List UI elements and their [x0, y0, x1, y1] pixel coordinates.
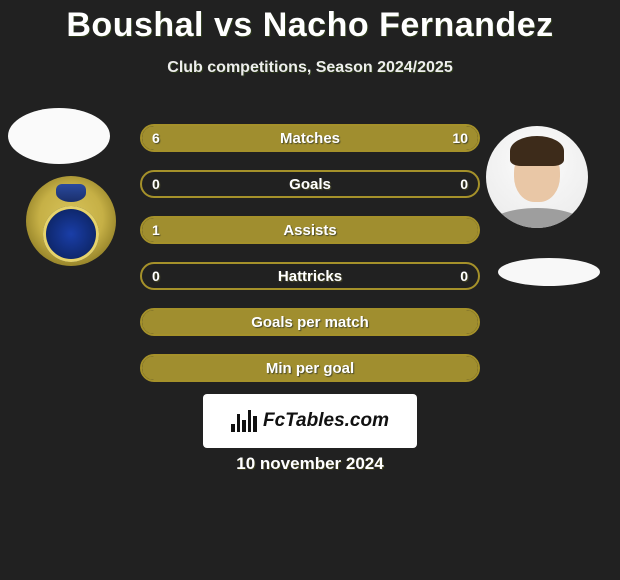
- stat-row-min-per-goal: Min per goal: [140, 354, 480, 382]
- page-title: Boushal vs Nacho Fernandez: [0, 0, 620, 45]
- player-right-club-badge: [498, 258, 600, 286]
- stat-row-goals: 0 Goals 0: [140, 170, 480, 198]
- stat-fill-left: [142, 126, 268, 150]
- stat-value-left: 1: [152, 222, 160, 238]
- stat-row-matches: 6 Matches 10: [140, 124, 480, 152]
- stat-row-hattricks: 0 Hattricks 0: [140, 262, 480, 290]
- stats-bars: 6 Matches 10 0 Goals 0 1 Assists 0 Hattricks 0 Goal…: [140, 124, 480, 382]
- player-right-avatar: [486, 126, 588, 228]
- stat-value-left: 6: [152, 130, 160, 146]
- source-badge: FcTables.com: [203, 394, 417, 448]
- stat-value-left: 0: [152, 176, 160, 192]
- stat-row-goals-per-match: Goals per match: [140, 308, 480, 336]
- stat-value-left: 0: [152, 268, 160, 284]
- stat-label: Goals per match: [251, 314, 369, 331]
- stat-row-assists: 1 Assists: [140, 216, 480, 244]
- fctables-icon: [231, 410, 257, 432]
- stat-label: Min per goal: [266, 360, 354, 377]
- stat-label: Goals: [289, 176, 331, 193]
- player-left-club-badge: [26, 176, 116, 266]
- stat-label: Hattricks: [278, 268, 342, 285]
- stat-value-right: 10: [452, 130, 468, 146]
- stat-label: Matches: [280, 130, 340, 147]
- stat-value-right: 0: [460, 176, 468, 192]
- date-text: 10 november 2024: [0, 454, 620, 474]
- subtitle: Club competitions, Season 2024/2025: [0, 59, 620, 77]
- stat-label: Assists: [283, 222, 336, 239]
- player-left-avatar: [8, 108, 110, 164]
- stat-value-right: 0: [460, 268, 468, 284]
- avatar-face-illustration: [486, 126, 588, 228]
- source-badge-text: FcTables.com: [263, 410, 389, 432]
